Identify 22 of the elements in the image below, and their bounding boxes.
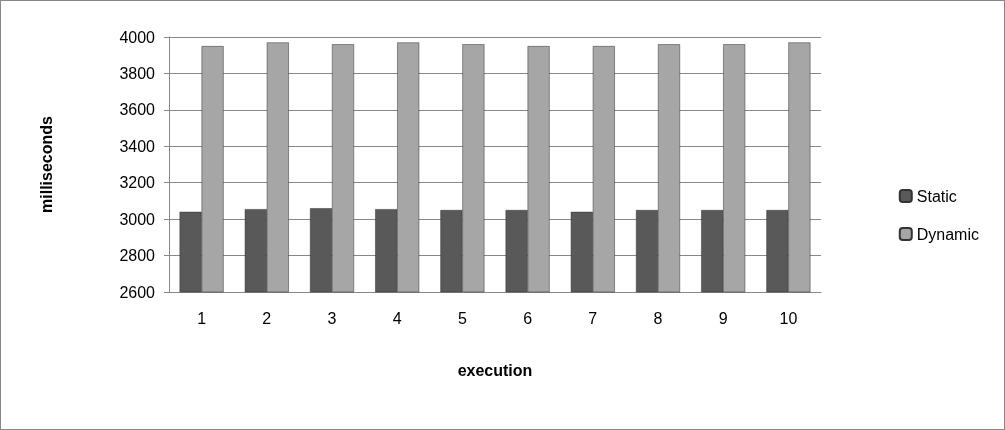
y-tick-label: 3800	[119, 64, 156, 82]
y-tick-label: 3000	[119, 210, 156, 228]
x-tick-label: 7	[588, 309, 598, 327]
y-tick-label: 2800	[119, 247, 156, 265]
y-tick-label: 3600	[119, 101, 156, 119]
y-tick-label: 2600	[119, 283, 156, 301]
y-tick-label: 4000	[119, 28, 156, 46]
x-tick-label: 9	[718, 309, 728, 327]
x-tick-label: 2	[262, 309, 272, 327]
x-tick-label: 3	[327, 309, 337, 327]
x-tick-label: 10	[779, 309, 798, 327]
x-tick-label: 8	[653, 309, 663, 327]
legend-label: Dynamic	[916, 225, 979, 243]
x-tick-label: 6	[523, 309, 533, 327]
x-axis-title: execution	[457, 361, 533, 379]
legend-label: Static	[916, 187, 957, 205]
x-tick-label: 1	[197, 309, 207, 327]
x-tick-label: 4	[392, 309, 402, 327]
y-tick-label: 3200	[119, 174, 156, 192]
y-axis-title: milliseconds	[37, 115, 55, 213]
x-tick-label: 5	[457, 309, 467, 327]
y-tick-label: 3400	[119, 137, 156, 155]
